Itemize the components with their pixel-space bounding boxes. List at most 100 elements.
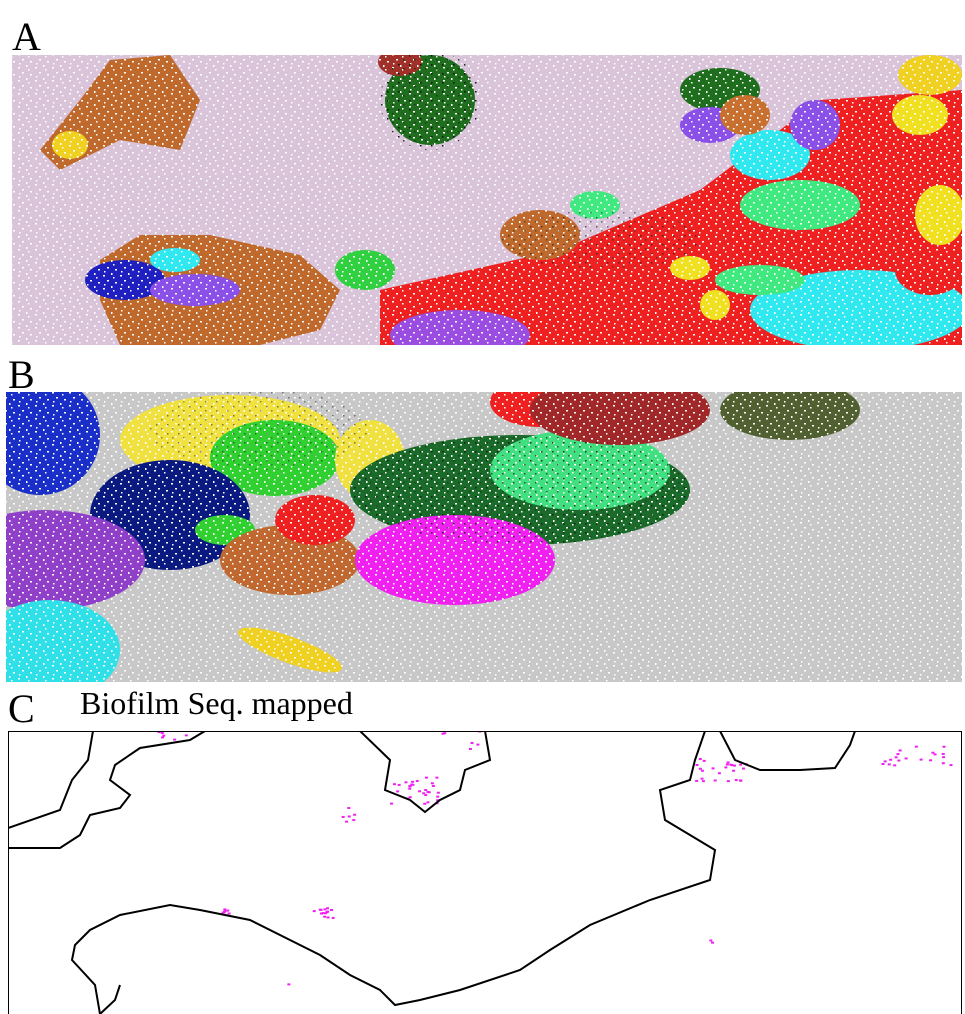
mapped-point — [222, 912, 225, 914]
mapped-point — [323, 916, 326, 918]
mapped-point — [431, 782, 434, 784]
mapped-point — [888, 763, 891, 765]
mapped-point — [330, 909, 333, 911]
mapped-point — [416, 780, 419, 782]
mapped-point — [424, 789, 427, 791]
mapped-point — [893, 764, 896, 766]
mapped-point — [733, 765, 736, 767]
panel-label: C — [8, 686, 35, 731]
mapped-point — [896, 753, 899, 755]
mapped-point — [393, 783, 396, 785]
mapped-point — [703, 760, 706, 762]
mapped-point — [702, 780, 705, 782]
mapped-point — [897, 760, 900, 762]
mapped-point — [348, 815, 351, 817]
mapped-point — [423, 803, 426, 805]
mapped-point — [709, 939, 712, 941]
mapped-point — [895, 756, 898, 758]
mapped-point — [226, 910, 229, 912]
mapped-point — [223, 908, 226, 910]
mapped-point — [899, 749, 902, 751]
mapped-point — [905, 757, 908, 759]
mapped-point — [437, 792, 440, 794]
mapped-point — [404, 781, 407, 783]
mapped-point — [884, 760, 887, 762]
mapped-point — [436, 796, 439, 798]
mapped-point — [185, 734, 188, 736]
mapped-point — [695, 780, 698, 782]
mapped-point — [321, 912, 324, 914]
mapped-point — [881, 763, 884, 765]
mapped-point — [701, 770, 704, 772]
panel-title: Biofilm Seq. mapped — [80, 685, 353, 721]
mapped-point — [353, 814, 356, 816]
mapped-point — [410, 784, 413, 786]
mapped-point — [398, 784, 401, 786]
mapped-point — [424, 794, 427, 796]
mapped-point — [326, 907, 329, 909]
mapped-point — [724, 766, 727, 768]
mapped-point — [313, 910, 316, 912]
mapped-point — [739, 764, 742, 766]
mapped-point — [714, 779, 717, 781]
mapped-point — [729, 764, 732, 766]
mapped-point — [161, 732, 164, 734]
mapped-point — [432, 785, 435, 787]
mapped-point — [470, 742, 473, 744]
mapped-point — [696, 764, 699, 766]
mapped-point — [942, 756, 945, 758]
mapped-point — [228, 912, 231, 914]
mapped-point — [162, 735, 165, 737]
mapped-point — [352, 819, 355, 821]
mapped-point — [942, 762, 945, 764]
mapped-point — [418, 790, 421, 792]
mapped-point — [396, 790, 399, 792]
mapped-point — [726, 764, 729, 766]
mapped-point — [889, 759, 892, 761]
mapped-point — [742, 768, 745, 770]
mapped-point — [739, 780, 742, 782]
mapped-point — [287, 983, 290, 985]
mapped-point — [712, 767, 715, 769]
mapped-point — [411, 781, 414, 783]
mapped-point — [426, 801, 429, 803]
mapped-point — [443, 732, 446, 734]
panel-label: A — [12, 14, 41, 59]
mapped-point — [408, 785, 411, 787]
mapped-point — [161, 736, 164, 738]
mapped-point — [345, 821, 348, 823]
mapped-point — [390, 803, 393, 805]
mapped-point — [347, 807, 350, 809]
mapped-point — [943, 746, 946, 748]
panel-label: B — [8, 352, 35, 397]
mapped-point — [949, 764, 952, 766]
panel-c-map — [8, 731, 962, 1014]
mapped-point — [173, 739, 176, 741]
mapped-point — [319, 909, 322, 911]
mapped-point — [929, 759, 932, 761]
page: A B — [0, 0, 965, 1014]
mapped-point — [428, 791, 431, 793]
mapped-point — [327, 916, 330, 918]
mapped-point — [735, 779, 738, 781]
mapped-point — [732, 770, 735, 772]
mapped-point — [699, 758, 702, 760]
mapped-point — [469, 748, 472, 750]
mapped-point — [915, 746, 918, 748]
mapped-point — [942, 753, 945, 755]
mapped-point — [422, 792, 425, 794]
mapped-point — [425, 777, 428, 779]
mapped-point — [699, 768, 702, 770]
panel-a-map — [12, 48, 965, 360]
mapped-point — [408, 788, 411, 790]
mapped-point — [931, 752, 934, 754]
mapped-point — [476, 744, 479, 746]
mapped-point — [342, 816, 345, 818]
mapped-point — [727, 780, 730, 782]
mapped-point — [727, 761, 730, 763]
mapped-point — [920, 759, 923, 761]
mapped-point — [718, 772, 721, 774]
mapped-point — [409, 796, 412, 798]
mapped-point — [332, 917, 335, 919]
mapped-point — [701, 778, 704, 780]
